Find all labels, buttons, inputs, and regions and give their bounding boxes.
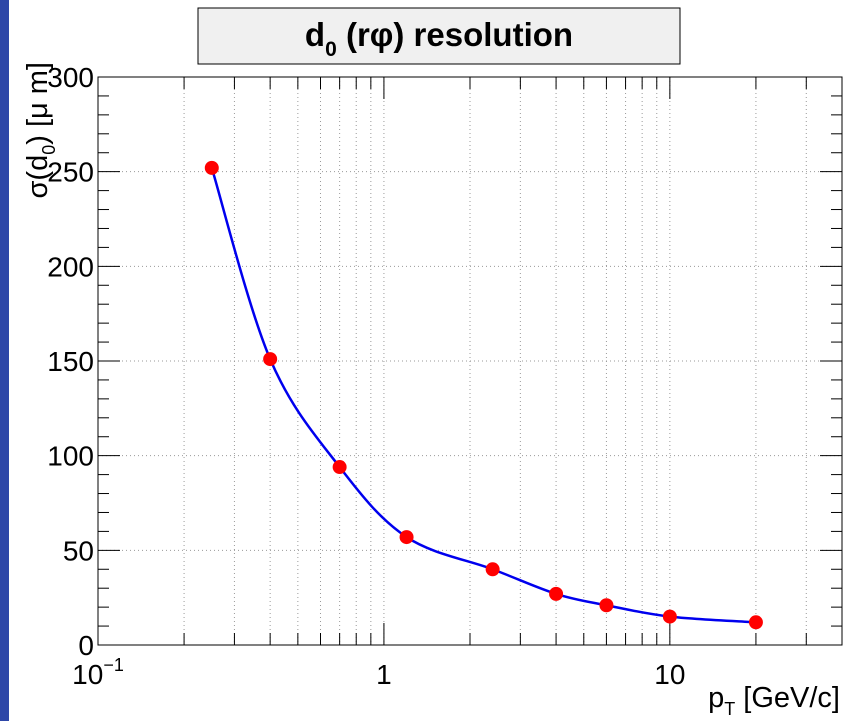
title-rest: (rφ) resolution bbox=[337, 16, 573, 53]
x-tick-label: 10 bbox=[654, 659, 685, 690]
y-label-pre: σ(d bbox=[22, 155, 54, 199]
data-point bbox=[263, 352, 278, 367]
data-point bbox=[748, 615, 763, 630]
y-tick-label: 150 bbox=[47, 346, 94, 377]
x-label-subscript: T bbox=[724, 699, 735, 719]
x-label-main: p bbox=[708, 682, 724, 714]
data-point bbox=[399, 530, 414, 545]
title-subscript: 0 bbox=[325, 38, 337, 61]
data-point bbox=[599, 598, 614, 613]
y-label-subscript: 0 bbox=[39, 145, 59, 155]
side-strip bbox=[0, 0, 9, 721]
y-axis-label: σ(d0) [μ m] bbox=[22, 62, 59, 198]
data-point bbox=[485, 562, 500, 577]
data-points bbox=[204, 160, 763, 630]
y-tick-labels: 0 50 100 150 200 250 300 bbox=[47, 62, 94, 661]
chart-title: d0 (rφ) resolution bbox=[305, 16, 573, 61]
x-tick-labels: 10−1 1 10 bbox=[72, 655, 685, 690]
y-tick-label: 0 bbox=[78, 630, 94, 661]
title-main: d bbox=[305, 16, 325, 53]
y-tick-label: 200 bbox=[47, 251, 94, 282]
data-point bbox=[549, 586, 564, 601]
y-tick-label: 50 bbox=[63, 535, 94, 566]
chart-background bbox=[9, 0, 849, 721]
axis-ticks bbox=[97, 76, 843, 646]
data-point bbox=[204, 160, 219, 175]
title-box bbox=[197, 7, 681, 65]
x-axis-label: pT [GeV/c] bbox=[708, 682, 840, 719]
y-tick-label: 100 bbox=[47, 441, 94, 472]
y-tick-label: 250 bbox=[47, 157, 94, 188]
x-tick-label: 1 bbox=[376, 659, 392, 690]
data-point bbox=[332, 460, 347, 475]
y-tick-label: 300 bbox=[47, 62, 94, 93]
x-label-unit: [GeV/c] bbox=[735, 682, 840, 714]
data-point bbox=[662, 609, 677, 624]
x-tick-label: 10−1 bbox=[72, 655, 124, 690]
y-label-post: ) [μ m] bbox=[22, 62, 54, 145]
